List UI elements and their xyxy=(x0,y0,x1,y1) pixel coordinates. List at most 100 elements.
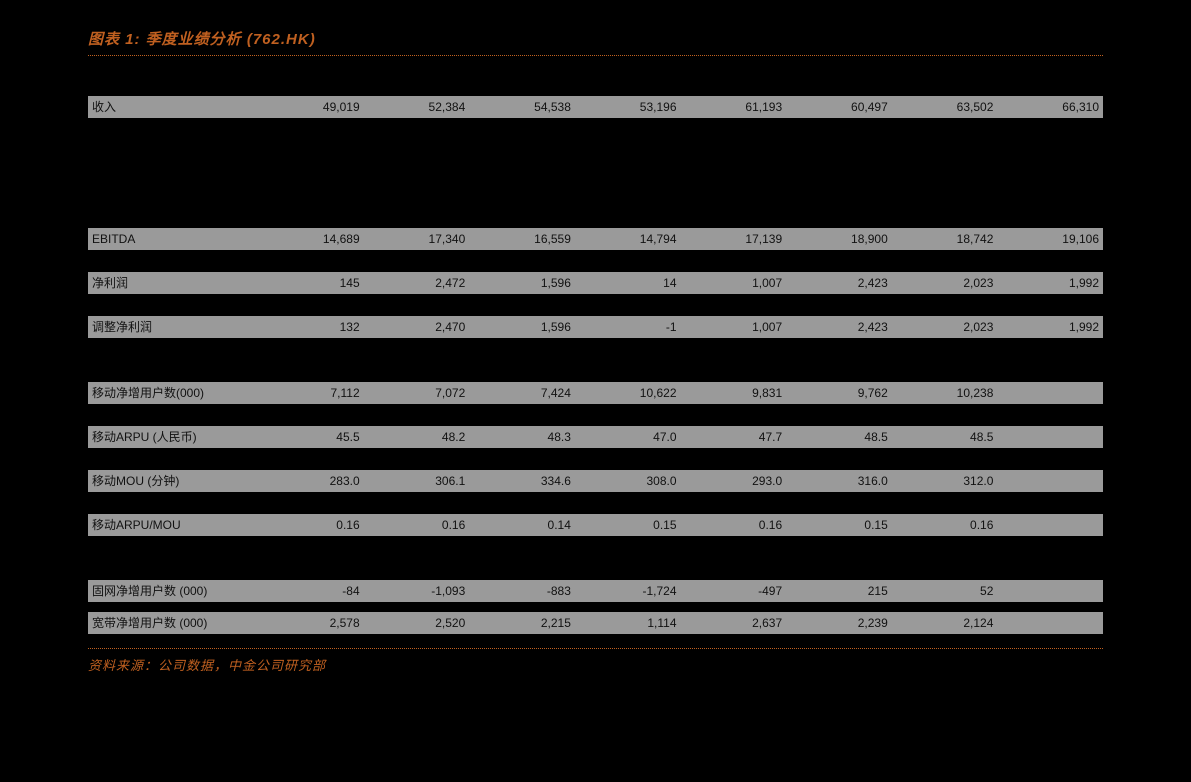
cell: 14 xyxy=(575,272,681,294)
cell: 9,762 xyxy=(786,382,892,404)
cell: 53,196 xyxy=(575,96,681,118)
cell: 7,112 xyxy=(258,382,364,404)
page-container: 图表 1: 季度业绩分析 (762.HK) 收入 49,019 52,384 5… xyxy=(0,0,1191,782)
table-row: 移动ARPU/MOU 0.16 0.16 0.14 0.15 0.16 0.15… xyxy=(88,514,1103,536)
cell xyxy=(997,580,1103,602)
cell: 18,900 xyxy=(786,228,892,250)
cell: 1,007 xyxy=(681,316,787,338)
cell: 306.1 xyxy=(364,470,470,492)
row-label: EBITDA xyxy=(88,228,258,250)
chart-title: 图表 1: 季度业绩分析 (762.HK) xyxy=(88,28,1103,55)
cell: 0.16 xyxy=(364,514,470,536)
cell: 61,193 xyxy=(681,96,787,118)
row-label: 移动ARPU/MOU xyxy=(88,514,258,536)
data-source: 资料来源：公司数据，中金公司研究部 xyxy=(88,655,1103,674)
cell: 48.2 xyxy=(364,426,470,448)
cell: -1,724 xyxy=(575,580,681,602)
cell: -883 xyxy=(469,580,575,602)
cell: 54,538 xyxy=(469,96,575,118)
row-label: 移动ARPU (人民币) xyxy=(88,426,258,448)
cell: 66,310 xyxy=(997,96,1103,118)
cell: 47.0 xyxy=(575,426,681,448)
cell: 312.0 xyxy=(892,470,998,492)
table-row: 移动净增用户数(000) 7,112 7,072 7,424 10,622 9,… xyxy=(88,382,1103,404)
table-row: 收入 49,019 52,384 54,538 53,196 61,193 60… xyxy=(88,96,1103,118)
row-label: 调整净利润 xyxy=(88,316,258,338)
row-label: 净利润 xyxy=(88,272,258,294)
table-row: 移动ARPU (人民币) 45.5 48.2 48.3 47.0 47.7 48… xyxy=(88,426,1103,448)
cell: 145 xyxy=(258,272,364,294)
cell: 2,578 xyxy=(258,612,364,634)
cell: -497 xyxy=(681,580,787,602)
cell: 0.14 xyxy=(469,514,575,536)
cell: 0.16 xyxy=(258,514,364,536)
cell: 1,992 xyxy=(997,272,1103,294)
cell: 52,384 xyxy=(364,96,470,118)
cell: 9,831 xyxy=(681,382,787,404)
cell: 17,340 xyxy=(364,228,470,250)
cell: 48.3 xyxy=(469,426,575,448)
cell: 60,497 xyxy=(786,96,892,118)
cell: 19,106 xyxy=(997,228,1103,250)
cell: 10,622 xyxy=(575,382,681,404)
cell: 0.15 xyxy=(575,514,681,536)
table-row: 宽带净增用户数 (000) 2,578 2,520 2,215 1,114 2,… xyxy=(88,612,1103,634)
cell: 2,023 xyxy=(892,316,998,338)
cell: 1,596 xyxy=(469,272,575,294)
row-label: 移动净增用户数(000) xyxy=(88,382,258,404)
cell: 293.0 xyxy=(681,470,787,492)
table-row: 固网净增用户数 (000) -84 -1,093 -883 -1,724 -49… xyxy=(88,580,1103,602)
cell xyxy=(997,382,1103,404)
table-row: 调整净利润 132 2,470 1,596 -1 1,007 2,423 2,0… xyxy=(88,316,1103,338)
cell: 45.5 xyxy=(258,426,364,448)
cell: 52 xyxy=(892,580,998,602)
cell: 316.0 xyxy=(786,470,892,492)
row-label: 固网净增用户数 (000) xyxy=(88,580,258,602)
cell: 132 xyxy=(258,316,364,338)
cell: 47.7 xyxy=(681,426,787,448)
cell: 2,023 xyxy=(892,272,998,294)
cell: 0.16 xyxy=(681,514,787,536)
cell: 2,215 xyxy=(469,612,575,634)
cell: 2,637 xyxy=(681,612,787,634)
cell: 283.0 xyxy=(258,470,364,492)
cell: 49,019 xyxy=(258,96,364,118)
cell: 2,520 xyxy=(364,612,470,634)
cell: 0.16 xyxy=(892,514,998,536)
cell: 48.5 xyxy=(892,426,998,448)
table-row: EBITDA 14,689 17,340 16,559 14,794 17,13… xyxy=(88,228,1103,250)
cell: 48.5 xyxy=(786,426,892,448)
title-divider xyxy=(88,55,1103,56)
cell: 334.6 xyxy=(469,470,575,492)
cell: 2,472 xyxy=(364,272,470,294)
quarterly-performance-table: 收入 49,019 52,384 54,538 53,196 61,193 60… xyxy=(88,74,1103,634)
table-row: 移动MOU (分钟) 283.0 306.1 334.6 308.0 293.0… xyxy=(88,470,1103,492)
cell: 308.0 xyxy=(575,470,681,492)
row-label: 移动MOU (分钟) xyxy=(88,470,258,492)
cell: 10,238 xyxy=(892,382,998,404)
cell xyxy=(997,470,1103,492)
cell xyxy=(997,514,1103,536)
table-body: 收入 49,019 52,384 54,538 53,196 61,193 60… xyxy=(88,74,1103,634)
cell: 1,007 xyxy=(681,272,787,294)
source-divider xyxy=(88,648,1103,649)
cell: 2,423 xyxy=(786,316,892,338)
cell: 7,424 xyxy=(469,382,575,404)
cell: 18,742 xyxy=(892,228,998,250)
table-row: 净利润 145 2,472 1,596 14 1,007 2,423 2,023… xyxy=(88,272,1103,294)
cell: -84 xyxy=(258,580,364,602)
cell: 2,239 xyxy=(786,612,892,634)
cell: 215 xyxy=(786,580,892,602)
cell: 1,114 xyxy=(575,612,681,634)
cell: 2,470 xyxy=(364,316,470,338)
cell: 63,502 xyxy=(892,96,998,118)
cell: 1,596 xyxy=(469,316,575,338)
cell: 1,992 xyxy=(997,316,1103,338)
row-label: 宽带净增用户数 (000) xyxy=(88,612,258,634)
cell: 2,423 xyxy=(786,272,892,294)
cell: 17,139 xyxy=(681,228,787,250)
cell xyxy=(997,426,1103,448)
row-label: 收入 xyxy=(88,96,258,118)
cell: -1 xyxy=(575,316,681,338)
cell: 2,124 xyxy=(892,612,998,634)
